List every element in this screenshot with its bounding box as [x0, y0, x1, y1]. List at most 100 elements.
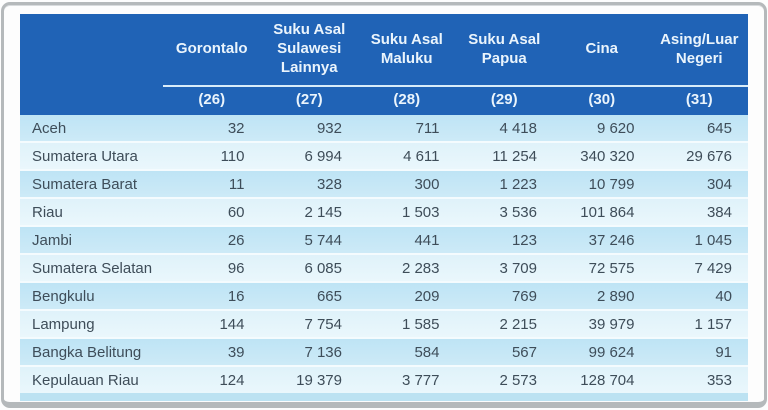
- value-cell: 39 979: [553, 310, 651, 338]
- value-cell: 1 585: [358, 310, 456, 338]
- value-cell: 2 283: [358, 254, 456, 282]
- region-label: Lampung: [20, 310, 163, 338]
- corner-cell: [20, 14, 163, 115]
- value-cell: 39: [163, 338, 261, 366]
- value-cell: 29 676: [650, 142, 748, 170]
- table-row: Sumatera Selatan 96 6 085 2 283 3 709 72 575 7…: [20, 254, 748, 282]
- value-cell: 144: [163, 310, 261, 338]
- value-cell: 567: [455, 338, 553, 366]
- value-cell: 6 994: [260, 142, 358, 170]
- value-cell: 300: [358, 170, 456, 198]
- table-body: Aceh 32 932 711 4 418 9 620 645 Sumatera Utara 1…: [20, 115, 748, 393]
- value-cell: 16: [163, 282, 261, 310]
- region-label: Sumatera Selatan: [20, 254, 163, 282]
- table-row: Lampung 144 7 754 1 585 2 215 39 979 1 157: [20, 310, 748, 338]
- value-cell: 584: [358, 338, 456, 366]
- region-label: Riau: [20, 198, 163, 226]
- column-header: Suku Asal Papua: [455, 14, 553, 87]
- table-row: Bangka Belitung 39 7 136 584 567 99 624 91: [20, 338, 748, 366]
- value-cell: 72 575: [553, 254, 651, 282]
- value-cell: 124: [163, 366, 261, 393]
- column-code: (30): [553, 86, 651, 115]
- value-cell: 7 136: [260, 338, 358, 366]
- value-cell: 1 223: [455, 170, 553, 198]
- value-cell: 10 799: [553, 170, 651, 198]
- value-cell: 4 418: [455, 115, 553, 142]
- column-header: Suku Asal Sulawesi Lainnya: [260, 14, 358, 87]
- column-code: (28): [358, 86, 456, 115]
- value-cell: 128 704: [553, 366, 651, 393]
- value-cell: 328: [260, 170, 358, 198]
- header-row-names: Gorontalo Suku Asal Sulawesi Lainnya Suku …: [20, 14, 748, 115]
- value-cell: 1 045: [650, 226, 748, 254]
- value-cell: 2 215: [455, 310, 553, 338]
- column-code: (31): [650, 86, 748, 115]
- value-cell: 91: [650, 338, 748, 366]
- table-area: Gorontalo Suku Asal Sulawesi Lainnya Suku …: [20, 14, 748, 401]
- value-cell: 1 157: [650, 310, 748, 338]
- value-cell: 3 536: [455, 198, 553, 226]
- value-cell: 7 429: [650, 254, 748, 282]
- value-cell: 441: [358, 226, 456, 254]
- value-cell: 4 611: [358, 142, 456, 170]
- value-cell: 101 864: [553, 198, 651, 226]
- value-cell: 6 085: [260, 254, 358, 282]
- value-cell: 353: [650, 366, 748, 393]
- table-row: Aceh 32 932 711 4 418 9 620 645: [20, 115, 748, 142]
- value-cell: 340 320: [553, 142, 651, 170]
- value-cell: 9 620: [553, 115, 651, 142]
- value-cell: 26: [163, 226, 261, 254]
- region-label: Kepulauan Riau: [20, 366, 163, 393]
- region-label: Jambi: [20, 226, 163, 254]
- table-row: Jambi 26 5 744 441 123 37 246 1 045: [20, 226, 748, 254]
- value-cell: 209: [358, 282, 456, 310]
- value-cell: 11 254: [455, 142, 553, 170]
- table-header: Gorontalo Suku Asal Sulawesi Lainnya Suku …: [20, 14, 748, 115]
- column-code: (27): [260, 86, 358, 115]
- value-cell: 32: [163, 115, 261, 142]
- value-cell: 2 890: [553, 282, 651, 310]
- column-header: Asing/Luar Negeri: [650, 14, 748, 87]
- value-cell: 3 709: [455, 254, 553, 282]
- value-cell: 5 744: [260, 226, 358, 254]
- data-table: Gorontalo Suku Asal Sulawesi Lainnya Suku …: [20, 14, 748, 393]
- column-header: Gorontalo: [163, 14, 261, 87]
- value-cell: 11: [163, 170, 261, 198]
- region-label: Sumatera Barat: [20, 170, 163, 198]
- column-header: Suku Asal Maluku: [358, 14, 456, 87]
- table-row: Sumatera Utara 110 6 994 4 611 11 254 340 320…: [20, 142, 748, 170]
- column-header: Cina: [553, 14, 651, 87]
- region-label: Sumatera Utara: [20, 142, 163, 170]
- value-cell: 384: [650, 198, 748, 226]
- value-cell: 2 145: [260, 198, 358, 226]
- column-code: (26): [163, 86, 261, 115]
- value-cell: 110: [163, 142, 261, 170]
- value-cell: 932: [260, 115, 358, 142]
- value-cell: 7 754: [260, 310, 358, 338]
- table-row: Bengkulu 16 665 209 769 2 890 40: [20, 282, 748, 310]
- value-cell: 769: [455, 282, 553, 310]
- value-cell: 123: [455, 226, 553, 254]
- region-label: Bengkulu: [20, 282, 163, 310]
- value-cell: 96: [163, 254, 261, 282]
- value-cell: 40: [650, 282, 748, 310]
- value-cell: 37 246: [553, 226, 651, 254]
- table-row: Kepulauan Riau 124 19 379 3 777 2 573 128 704…: [20, 366, 748, 393]
- value-cell: 711: [358, 115, 456, 142]
- column-code: (29): [455, 86, 553, 115]
- value-cell: 3 777: [358, 366, 456, 393]
- table-row: Riau 60 2 145 1 503 3 536 101 864 384: [20, 198, 748, 226]
- value-cell: 99 624: [553, 338, 651, 366]
- region-label: Bangka Belitung: [20, 338, 163, 366]
- region-label: Aceh: [20, 115, 163, 142]
- table-row: Sumatera Barat 11 328 300 1 223 10 799 304: [20, 170, 748, 198]
- value-cell: 60: [163, 198, 261, 226]
- value-cell: 19 379: [260, 366, 358, 393]
- value-cell: 645: [650, 115, 748, 142]
- header-row-codes: (26) (27) (28) (29) (30) (31): [20, 86, 748, 115]
- value-cell: 1 503: [358, 198, 456, 226]
- footer-strip: [20, 393, 748, 401]
- value-cell: 2 573: [455, 366, 553, 393]
- value-cell: 304: [650, 170, 748, 198]
- value-cell: 665: [260, 282, 358, 310]
